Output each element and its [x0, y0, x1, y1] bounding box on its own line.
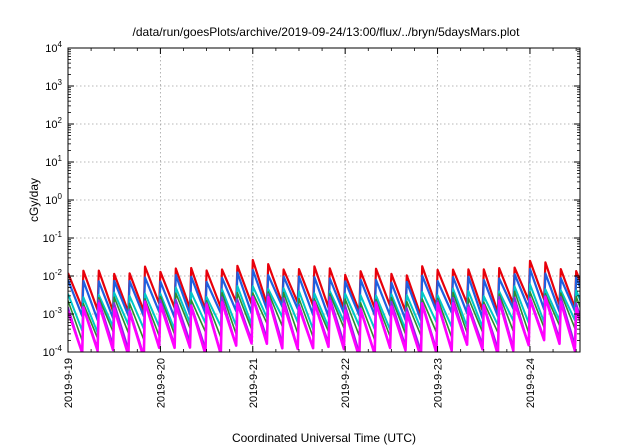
y-axis-label: cGy/day — [27, 178, 41, 222]
x-axis-label: Coordinated Universal Time (UTC) — [232, 431, 416, 445]
x-tick-label: 2019-9-20 — [155, 358, 167, 408]
x-axis-ticks: 2019-9-19 2019-9-20 2019-9-21 2019-9-22 2019… — [63, 48, 577, 408]
y-tick-label: 10-2 — [43, 268, 63, 283]
y-axis-ticks: 10-4 10-3 10-2 10-1 100 101 102 103 104 — [43, 40, 580, 359]
y-tick-label: 104 — [45, 40, 62, 55]
y-tick-label: 103 — [45, 78, 62, 93]
y-tick-label: 101 — [45, 154, 62, 169]
x-tick-label: 2019-9-23 — [433, 358, 445, 408]
y-tick-label: 10-3 — [43, 306, 63, 321]
y-tick-label: 10-4 — [43, 344, 63, 359]
series-layer — [68, 258, 580, 352]
y-tick-label: 102 — [45, 116, 62, 131]
x-tick-label: 2019-9-21 — [248, 358, 260, 408]
y-tick-label: 10-1 — [43, 230, 63, 245]
chart-title: /data/run/goesPlots/archive/2019-09-24/1… — [133, 25, 521, 39]
x-tick-label: 2019-9-24 — [525, 358, 537, 408]
y-tick-label: 100 — [45, 192, 62, 207]
series-line-6 — [68, 295, 580, 352]
x-tick-label: 2019-9-19 — [63, 358, 75, 408]
x-tick-label: 2019-9-22 — [340, 358, 352, 408]
